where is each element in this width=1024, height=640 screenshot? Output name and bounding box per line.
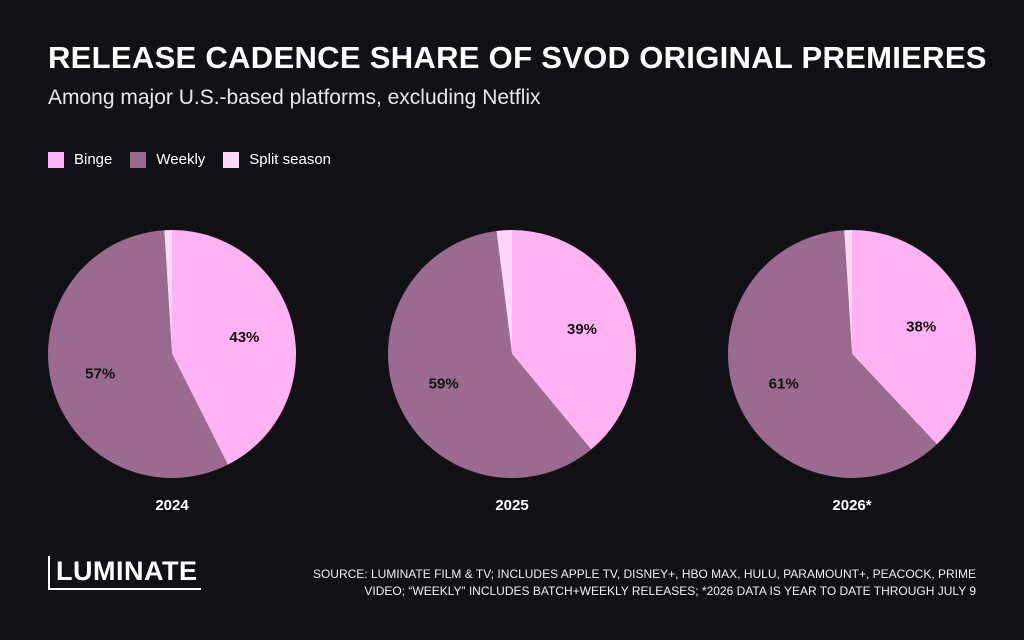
pie-1-year-label: 2025: [495, 497, 528, 514]
pie-0-year-label: 2024: [155, 497, 189, 514]
legend-swatch-split-season: [223, 151, 240, 168]
legend-label-binge: Binge: [74, 151, 113, 168]
luminate-logo: LUMINATE: [48, 556, 202, 590]
source-line-2: VIDEO; “WEEKLY” INCLUDES BATCH+WEEKLY RE…: [364, 584, 976, 598]
legend-label-weekly: Weekly: [156, 151, 206, 168]
legend-item-weekly: Weekly: [130, 151, 205, 168]
legend-label-split-season: Split season: [249, 151, 331, 168]
pie-1-slice-split-season: [496, 230, 512, 354]
pie-1-label-binge: 39%: [567, 321, 597, 338]
legend-item-split-season: Split season: [223, 151, 331, 168]
pie-0-label-weekly: 57%: [85, 365, 115, 382]
legend: Binge Weekly Split season: [48, 151, 331, 168]
pie-1-slice-binge: [512, 230, 636, 450]
legend-swatch-binge: [48, 151, 64, 168]
source-line-1: SOURCE: LUMINATE FILM & TV; INCLUDES APP…: [312, 567, 976, 581]
pie-1-label-weekly: 59%: [429, 376, 459, 393]
pie-2-year-label: 2026*: [832, 497, 871, 514]
chart-subtitle: Among major U.S.-based platforms, exclud…: [48, 86, 541, 109]
pie-2-label-binge: 38%: [906, 319, 936, 336]
pie-0-slice-weekly: [48, 230, 228, 478]
pie-0-slice-binge: [172, 229, 297, 465]
chart-title: RELEASE CADENCE SHARE OF SVOD ORIGINAL P…: [48, 40, 987, 75]
pie-2-slice-split-season: [844, 229, 852, 354]
pie-1-slice-weekly: [387, 230, 592, 479]
legend-item-binge: Binge: [48, 151, 112, 168]
pie-0-label-binge: 43%: [229, 329, 259, 346]
pie-2-label-weekly: 61%: [769, 376, 799, 393]
pie-0-slice-split-season: [164, 230, 172, 354]
legend-swatch-weekly: [130, 151, 147, 168]
pie-2-slice-weekly: [727, 230, 937, 478]
source-note: SOURCE: LUMINATE FILM & TV; INCLUDES APP…: [256, 566, 976, 600]
pie-2-slice-binge: [852, 230, 976, 445]
